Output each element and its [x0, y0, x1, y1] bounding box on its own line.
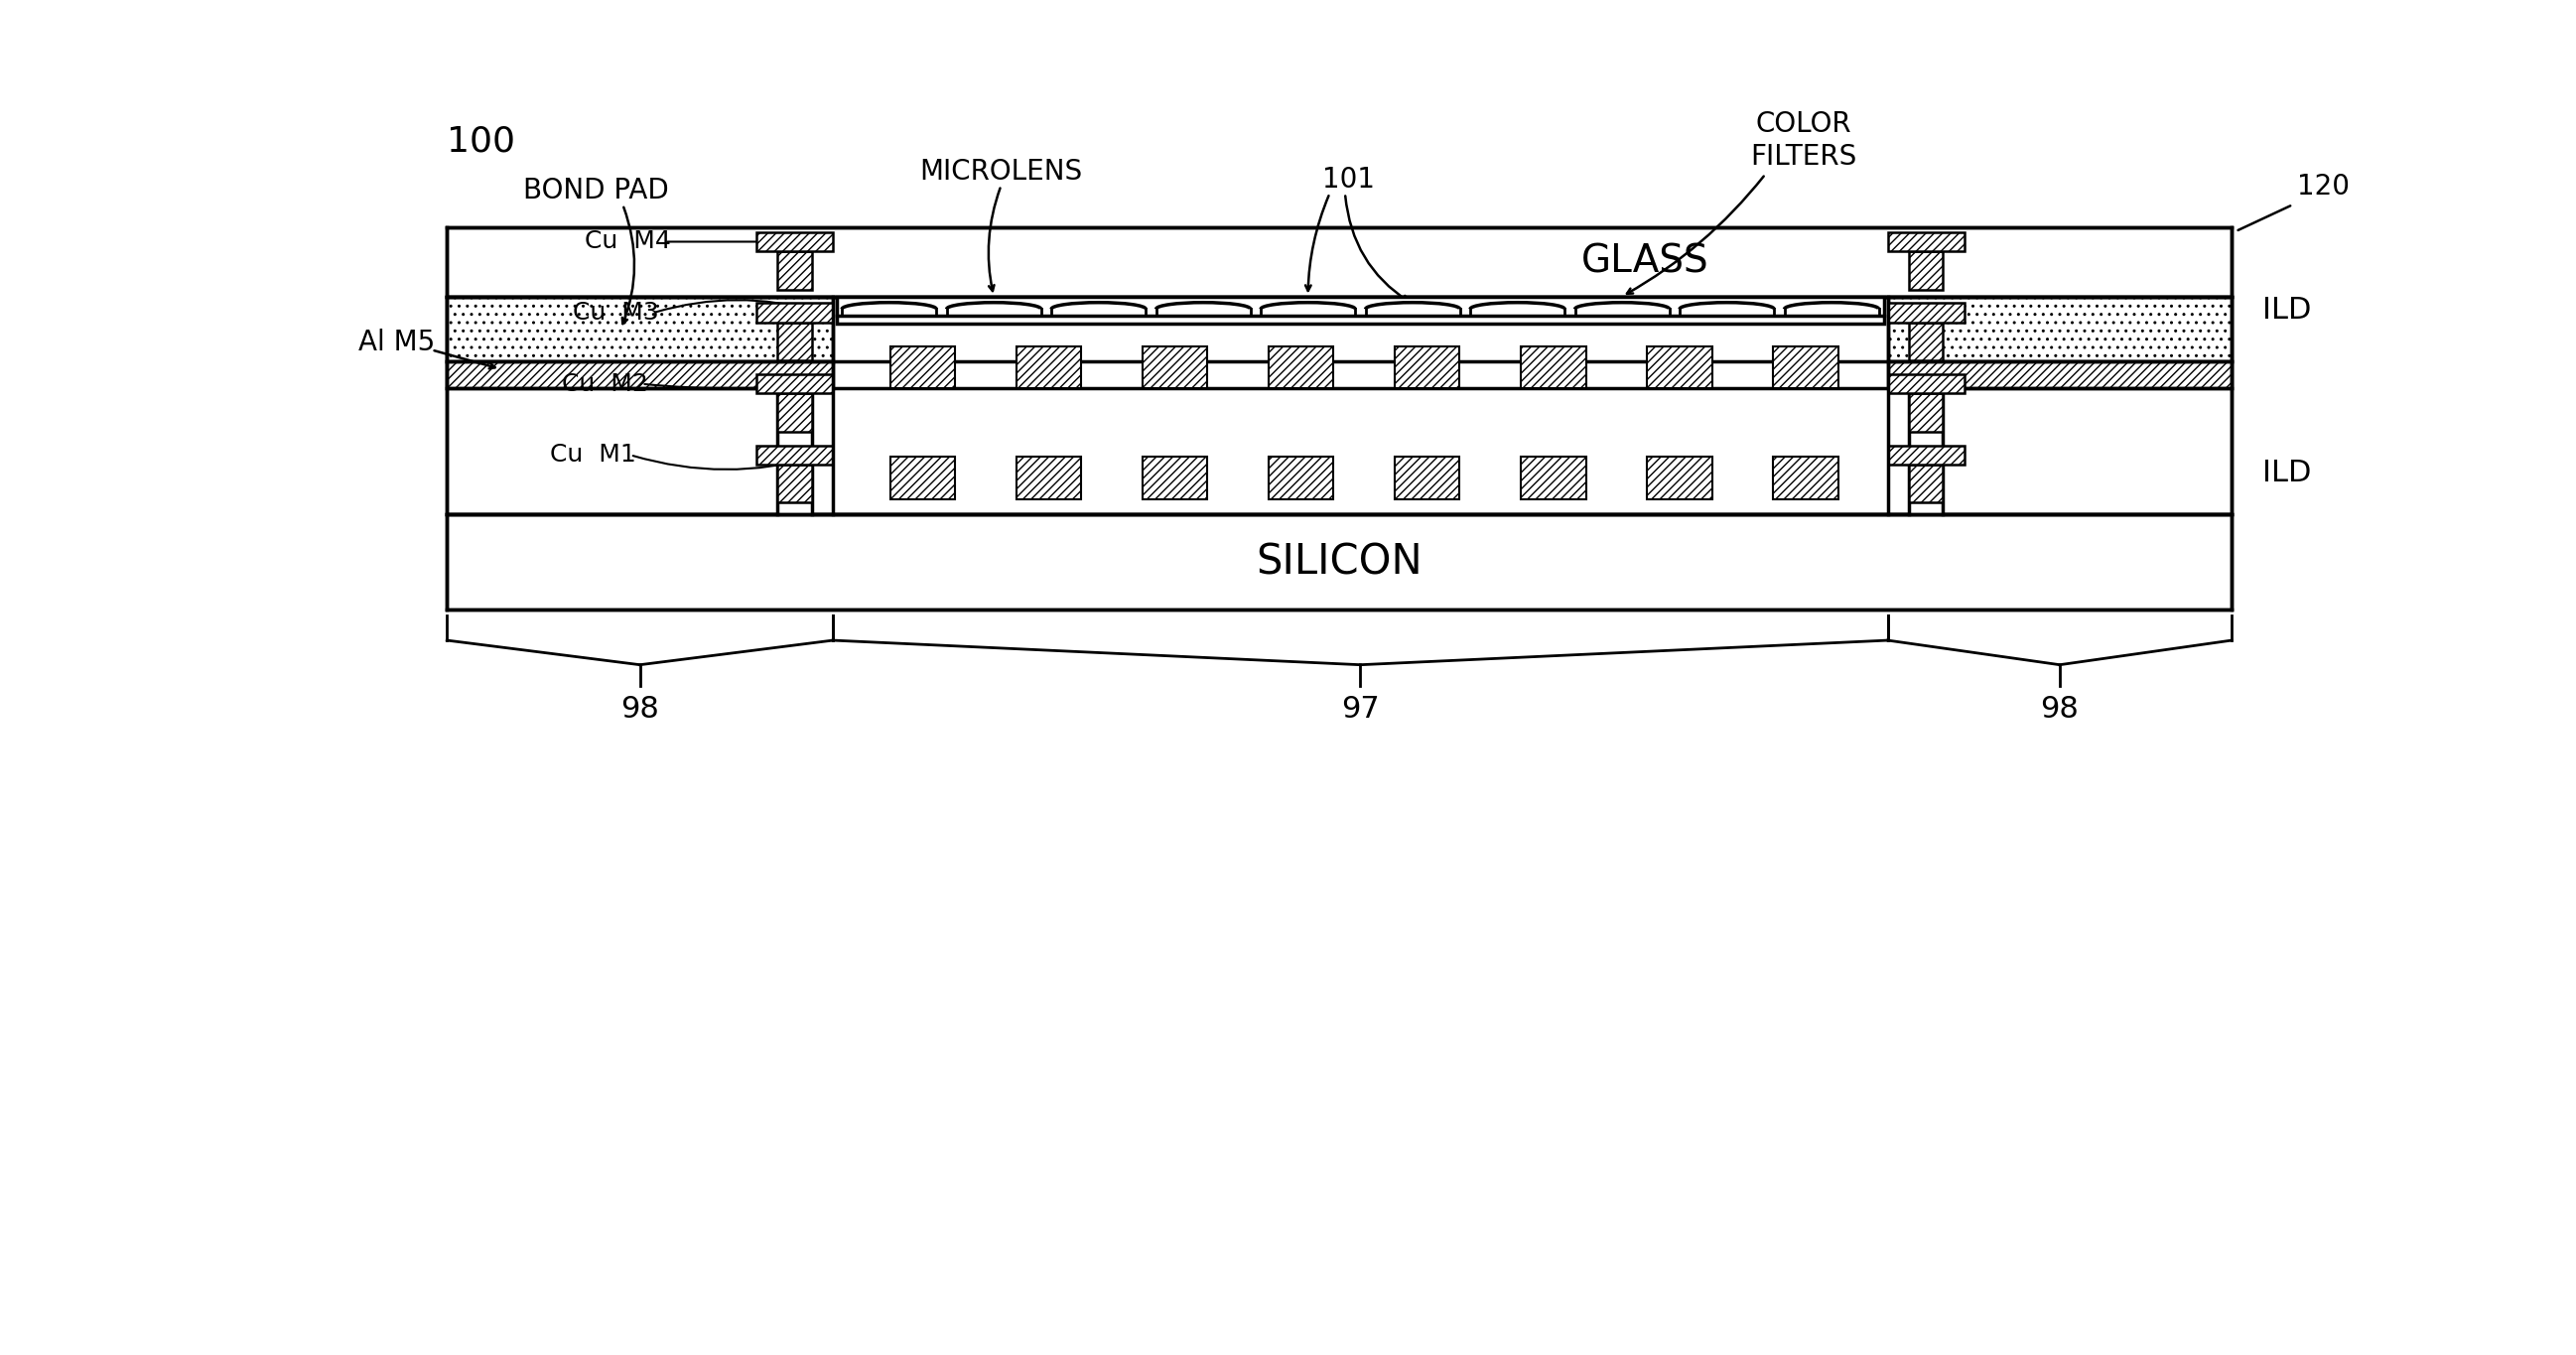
- Text: ILD: ILD: [2262, 458, 2311, 488]
- Bar: [778, 393, 811, 432]
- Bar: [757, 232, 832, 251]
- Bar: [1267, 346, 1334, 388]
- Bar: [757, 446, 832, 465]
- Text: MICROLENS: MICROLENS: [920, 157, 1082, 186]
- Bar: [1772, 457, 1839, 499]
- Bar: [1909, 465, 1942, 503]
- Bar: [1772, 346, 1839, 388]
- Bar: [837, 297, 1883, 322]
- Text: BOND PAD: BOND PAD: [523, 178, 670, 205]
- Bar: [1909, 322, 1942, 360]
- Text: Cu  M4: Cu M4: [585, 230, 670, 253]
- Text: ILD: ILD: [2262, 295, 2311, 324]
- Text: Cu  M3: Cu M3: [572, 301, 659, 325]
- Bar: [778, 251, 811, 290]
- Bar: [446, 362, 832, 388]
- Bar: [1267, 457, 1334, 499]
- Bar: [1018, 457, 1082, 499]
- Bar: [778, 465, 811, 503]
- Bar: [446, 297, 832, 362]
- Bar: [1888, 297, 2231, 362]
- Text: 100: 100: [446, 125, 515, 159]
- Text: 101: 101: [1321, 165, 1376, 194]
- Text: Cu  M2: Cu M2: [562, 373, 647, 396]
- Bar: [1909, 251, 1942, 290]
- Bar: [446, 514, 2231, 610]
- Bar: [1520, 346, 1587, 388]
- Bar: [446, 228, 2231, 297]
- Bar: [1888, 362, 2231, 388]
- Bar: [757, 374, 832, 393]
- Bar: [778, 388, 811, 514]
- Bar: [446, 297, 2231, 514]
- Bar: [1909, 388, 1942, 514]
- Bar: [891, 346, 956, 388]
- Bar: [1888, 446, 1963, 465]
- Text: 98: 98: [621, 695, 659, 724]
- Bar: [1520, 457, 1587, 499]
- Bar: [1888, 304, 1963, 322]
- Bar: [891, 457, 956, 499]
- Bar: [1394, 457, 1461, 499]
- Bar: [1018, 346, 1082, 388]
- Bar: [1144, 346, 1208, 388]
- Bar: [1909, 393, 1942, 432]
- Bar: [757, 304, 832, 322]
- Text: 97: 97: [1342, 695, 1381, 724]
- Text: SILICON: SILICON: [1257, 541, 1422, 583]
- Text: 120: 120: [2298, 173, 2349, 201]
- Text: COLOR
FILTERS: COLOR FILTERS: [1752, 110, 1857, 171]
- Bar: [1646, 457, 1713, 499]
- Bar: [1888, 232, 1963, 251]
- Text: Al M5: Al M5: [358, 328, 435, 356]
- Bar: [1888, 374, 1963, 393]
- Bar: [778, 322, 811, 360]
- Bar: [1144, 457, 1208, 499]
- Text: 98: 98: [2040, 695, 2079, 724]
- Text: Cu  M1: Cu M1: [551, 443, 636, 467]
- Text: GLASS: GLASS: [1582, 243, 1708, 280]
- Bar: [1394, 346, 1461, 388]
- Bar: [1646, 346, 1713, 388]
